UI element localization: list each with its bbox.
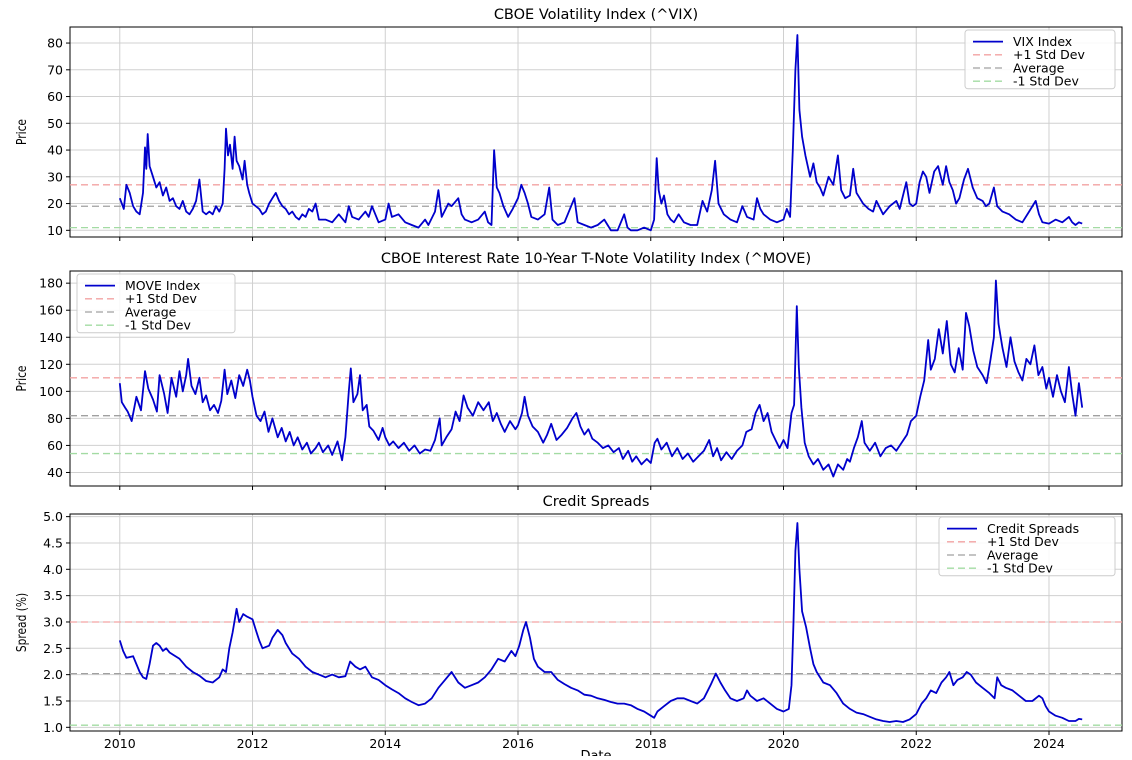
y-tick-label: 50 [47, 116, 63, 131]
y-axis-label: Spread (%) [14, 593, 29, 652]
legend-label: VIX Index [1013, 34, 1072, 49]
y-tick-label: 1.0 [43, 720, 63, 735]
legend-label: +1 Std Dev [1013, 47, 1085, 62]
y-tick-label: 140 [39, 330, 63, 345]
y-tick-label: 4.0 [43, 562, 63, 577]
y-tick-label: 1.5 [43, 693, 63, 708]
y-tick-label: 4.5 [43, 535, 63, 550]
chart-panel-1: 10 20 30 40 50 60 70 80 CBOE Volatility Index (^… [14, 7, 1123, 241]
y-tick-label: 70 [47, 62, 63, 77]
legend-label: -1 Std Dev [1013, 74, 1079, 89]
legend-box [76, 273, 236, 334]
series-line-vix-index [118, 34, 1083, 232]
y-tick-label: 180 [39, 276, 63, 291]
legend-box [964, 29, 1116, 90]
legend-label: Average [1013, 60, 1065, 75]
y-tick-label: 3.5 [43, 588, 63, 603]
y-tick-label: 60 [47, 89, 63, 104]
chart-title: Credit Spreads [543, 494, 650, 510]
chart-panel-3: 1.0 1.5 2.0 2.5 3.0 3.5 4.0 4.5 5.0 2010 2012 2014 2… [14, 494, 1123, 760]
y-tick-label: 5.0 [43, 509, 63, 524]
legend-label: Average [125, 304, 177, 319]
y-tick-label: 80 [47, 411, 63, 426]
y-tick-label: 20 [47, 196, 63, 211]
legend-label: Credit Spreads [987, 521, 1079, 536]
legend-label: -1 Std Dev [987, 561, 1053, 576]
y-tick-label: 40 [47, 143, 63, 158]
y-tick-label: 160 [39, 303, 63, 318]
legend-box [938, 516, 1116, 577]
legend-label: -1 Std Dev [125, 318, 191, 333]
y-tick-label: 60 [47, 438, 63, 453]
chart-panel-2: 40 60 80 100 120 140 160 180 CBOE Interest Rate … [14, 251, 1123, 490]
y-tick-label: 40 [47, 465, 63, 480]
y-tick-label: 30 [47, 169, 63, 184]
x-tick-label: 2016 [502, 736, 534, 751]
y-tick-label: 2.0 [43, 667, 63, 682]
x-tick-label: 2024 [1033, 736, 1065, 751]
y-tick-label: 100 [39, 384, 63, 399]
y-tick-label: 120 [39, 357, 63, 372]
y-axis-label: Price [14, 119, 29, 145]
legend-label: +1 Std Dev [125, 291, 197, 306]
plot-frame [69, 26, 1123, 238]
x-tick-label: 2018 [635, 736, 667, 751]
x-axis-label: Date [580, 749, 611, 756]
series-line-credit-spreads [118, 522, 1083, 723]
x-tick-label: 2020 [768, 736, 800, 751]
y-tick-label: 80 [47, 36, 63, 51]
y-tick-label: 2.5 [43, 641, 63, 656]
y-tick-label: 10 [47, 223, 63, 238]
y-tick-label: 3.0 [43, 614, 63, 629]
x-tick-label: 2012 [237, 736, 269, 751]
x-tick-label: 2022 [900, 736, 932, 751]
x-tick-label: 2014 [369, 736, 401, 751]
chart-title: CBOE Volatility Index (^VIX) [494, 7, 698, 23]
legend-label: MOVE Index [125, 278, 200, 293]
plot-frame [69, 270, 1123, 487]
legend-label: +1 Std Dev [987, 534, 1059, 549]
chart-title: CBOE Interest Rate 10-Year T-Note Volati… [381, 251, 811, 267]
series-line-move-index [118, 279, 1084, 478]
y-axis-label: Price [14, 366, 29, 392]
legend-label: Average [987, 547, 1039, 562]
x-tick-label: 2010 [104, 736, 136, 751]
